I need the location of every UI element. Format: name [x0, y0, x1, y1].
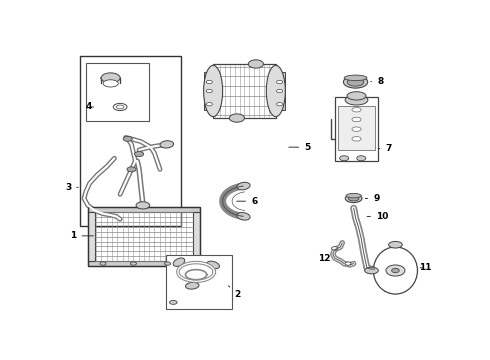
Bar	[88, 261, 200, 266]
Bar	[166, 255, 232, 309]
Ellipse shape	[392, 268, 399, 273]
Ellipse shape	[344, 75, 367, 81]
Text: 3: 3	[65, 183, 78, 192]
Ellipse shape	[113, 103, 127, 111]
Ellipse shape	[340, 156, 349, 161]
Ellipse shape	[116, 105, 124, 109]
Text: 9: 9	[365, 194, 380, 203]
Text: 4: 4	[85, 103, 94, 112]
Ellipse shape	[204, 66, 222, 117]
Ellipse shape	[346, 193, 361, 198]
Ellipse shape	[229, 114, 245, 122]
Ellipse shape	[135, 152, 144, 157]
Text: 5: 5	[289, 143, 311, 152]
Text: 10: 10	[367, 212, 389, 221]
Bar	[335, 97, 378, 161]
Ellipse shape	[373, 247, 417, 294]
Ellipse shape	[136, 202, 150, 209]
Text: 7: 7	[378, 144, 392, 153]
Ellipse shape	[237, 182, 250, 190]
Bar	[88, 207, 200, 212]
Ellipse shape	[160, 141, 173, 148]
Text: 8: 8	[371, 77, 383, 86]
Ellipse shape	[186, 282, 199, 289]
Ellipse shape	[207, 261, 220, 269]
Ellipse shape	[352, 127, 361, 131]
Ellipse shape	[352, 136, 361, 141]
Text: 11: 11	[419, 263, 431, 272]
Bar	[204, 72, 215, 110]
Ellipse shape	[332, 247, 338, 250]
Text: 2: 2	[228, 286, 241, 298]
Ellipse shape	[345, 262, 351, 265]
Ellipse shape	[100, 262, 106, 265]
Ellipse shape	[386, 265, 405, 276]
Ellipse shape	[347, 78, 364, 86]
Ellipse shape	[206, 89, 212, 93]
Bar	[274, 72, 285, 110]
Bar	[88, 207, 200, 266]
Text: 6: 6	[237, 197, 257, 206]
Ellipse shape	[123, 136, 132, 141]
Ellipse shape	[276, 89, 283, 93]
Ellipse shape	[130, 262, 136, 265]
Text: 1: 1	[70, 231, 94, 240]
Ellipse shape	[206, 103, 212, 106]
Bar	[86, 63, 148, 121]
Ellipse shape	[352, 117, 361, 122]
Ellipse shape	[267, 66, 285, 117]
Ellipse shape	[237, 212, 250, 220]
Bar	[88, 212, 95, 261]
Ellipse shape	[357, 156, 366, 161]
Ellipse shape	[365, 267, 378, 274]
Ellipse shape	[248, 60, 264, 68]
Ellipse shape	[127, 167, 136, 172]
Bar	[213, 64, 276, 118]
Bar	[80, 56, 181, 226]
Ellipse shape	[276, 80, 283, 84]
Ellipse shape	[206, 80, 212, 84]
Ellipse shape	[345, 95, 368, 105]
Bar	[339, 105, 374, 150]
Ellipse shape	[348, 196, 359, 201]
Ellipse shape	[276, 103, 283, 106]
Ellipse shape	[170, 301, 177, 304]
Ellipse shape	[165, 262, 171, 265]
Bar	[193, 212, 200, 261]
Ellipse shape	[103, 80, 118, 87]
Ellipse shape	[101, 73, 120, 83]
Ellipse shape	[347, 92, 366, 100]
Ellipse shape	[343, 76, 368, 88]
Text: 12: 12	[318, 250, 336, 262]
Ellipse shape	[345, 194, 362, 203]
Ellipse shape	[352, 108, 361, 112]
Ellipse shape	[173, 258, 185, 266]
Ellipse shape	[389, 242, 402, 248]
